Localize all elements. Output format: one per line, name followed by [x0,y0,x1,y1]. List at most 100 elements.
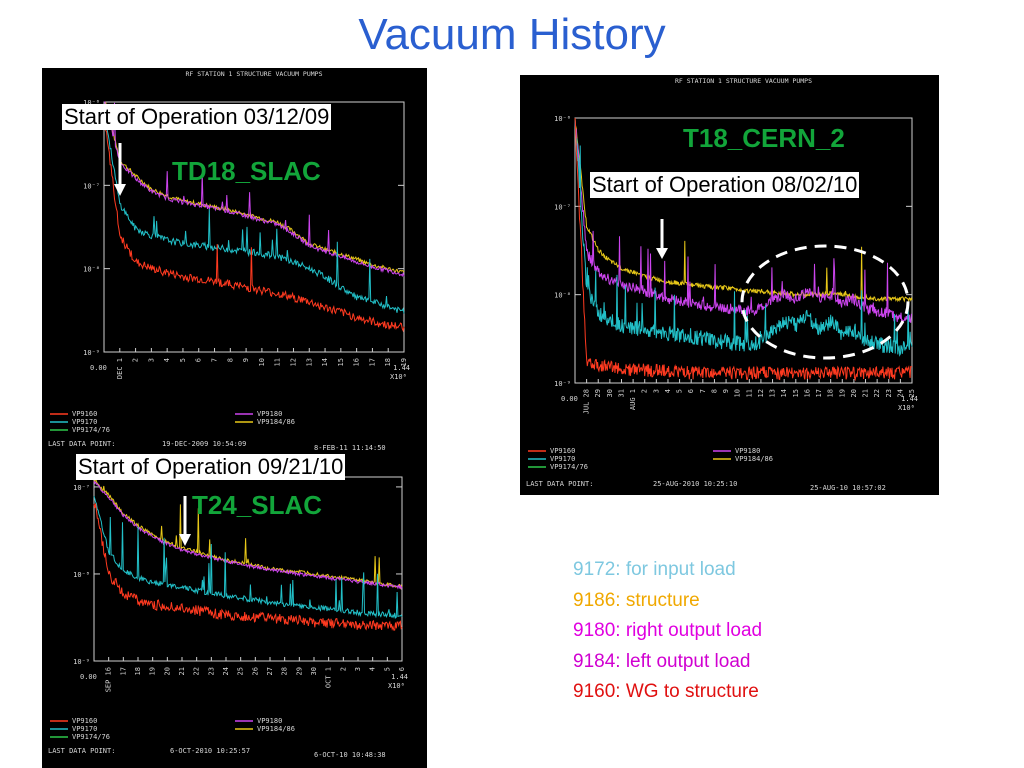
td18-xlabel-14: 14 [321,358,329,366]
t18-legend-label-4: VP9184/86 [735,455,773,463]
td18-legend-label-4: VP9184/86 [257,418,295,426]
t18-xlabel-5: AUG 1 [629,389,637,410]
t24-legend-label-4: VP9184/86 [257,725,295,733]
t18-xlabel-20: 16 [803,389,811,397]
td18-legend-label-2: VP9174/76 [72,426,110,434]
td18-xlabel-1: DEC 1 [116,358,124,379]
vacuum-plot-t24-slac: 10⁻⁷10⁻⁸10⁻⁹0.00 SEP 16 17 18 19 20 21 22 23 24 25… [48,476,408,759]
t18-xlabel-12: 8 [710,389,718,393]
t18-xlabel-16: 12 [757,389,765,397]
t24-last-point-label: LAST DATA POINT: [48,747,115,755]
vacuum-plot-td18-slac: RF STATION 1 STRUCTURE VACUUM PUMPS 10⁻⁶ 1… [48,70,410,452]
t18-xlabel-24: 20 [850,389,858,397]
t24-xscale: 1.44 [391,673,408,681]
chart-panel-t24-slac: 10⁻⁷ 10⁻⁸ 10⁻⁹ 0.00 SEP 16 17 18 19 20 21 22 23 24 25… [42,455,427,768]
t24-xlabel-2: 17 [119,667,127,675]
td18-legend-label-3: VP9180 [257,410,282,418]
t24-legend-label-3: VP9180 [257,717,282,725]
t24-series-VP9160 [93,503,403,631]
td18-ylabel-2: 10⁻⁸ [83,266,100,274]
t24-legend-label-0: VP9160 [72,717,97,725]
t24-last-point-time: 6-OCT-2010 10:25:57 [170,747,250,755]
t24-xlabel-3: 18 [134,667,142,675]
td18-xlabel-0: 0.00 [90,364,107,372]
t18-series-VP9160 [574,117,913,382]
td18-xlabel-11: 11 [274,358,282,366]
t18-xlabel-14: 10 [734,389,742,397]
td18-xlabel-7: 7 [211,358,219,362]
t18-legend-label-0: VP9160 [550,447,575,455]
td18-series-VP9160 [103,116,405,333]
t24-xlabel-20: 5 [383,667,391,671]
t24-xlabel-16: OCT 1 [325,667,333,688]
t24-legend-label-2: VP9174/76 [72,733,110,741]
t18-xlabel-18: 14 [780,389,788,397]
t18-ylabel-3: 10⁻⁹ [554,380,571,388]
t18-xlabel-1: JUL 28 [583,389,591,414]
td18-ylabel-1: 10⁻⁷ [83,182,100,190]
t18-legend-label-3: VP9180 [735,447,760,455]
key-item-9186: 9186: structure [573,589,700,611]
t18-xlabel-8: 4 [664,389,672,393]
t24-xscale-unit: X10⁶ [388,682,405,690]
td18-xlabel-6: 6 [195,358,203,362]
t18-xlabel-4: 31 [617,389,625,397]
key-item-9160: 9160: WG to structure [573,681,759,702]
start-operation-label-t24: Start of Operation 09/21/10 [76,454,346,480]
td18-last-point-label: LAST DATA POINT: [48,440,115,448]
td18-xlabel-17: 17 [368,358,376,366]
t24-xlabel-15: 30 [310,667,318,675]
t24-series-VP9180 [93,480,403,590]
td18-last-point-time: 19-DEC-2009 10:54:09 [162,440,246,448]
td18-xlabel-19: 19 [400,358,408,366]
td18-xlabel-16: 16 [353,358,361,366]
t18-ylabel-0: 10⁻⁶ [554,115,571,123]
t24-xlabel-10: 25 [237,667,245,675]
t18-xlabel-27: 23 [885,389,893,397]
td18-xlabel-8: 8 [226,358,234,362]
key-item-9184: 9184: left output load [573,650,751,672]
t18-last-point-time: 25-AUG-2010 10:25:10 [653,480,737,488]
pump-color-key: 9172: for input load 9186: structure 918… [573,555,762,708]
t24-print-time: 6-OCT-10 10:48:38 [314,751,386,759]
td18-xlabel-10: 10 [258,358,266,366]
t18-plot-title: RF STATION 1 STRUCTURE VACUUM PUMPS [675,77,812,85]
td18-xlabel-5: 5 [179,358,187,362]
t18-xlabel-0: 0.00 [561,395,578,403]
t24-xlabel-0: 0.00 [80,673,97,681]
t18-xlabel-17: 13 [769,389,777,397]
td18-legend-label-0: VP9160 [72,410,97,418]
t24-xlabel-12: 27 [266,667,274,675]
t18-plot-frame [574,117,913,384]
t18-xlabel-6: 2 [641,389,649,393]
t18-xlabel-3: 30 [606,389,614,397]
slide-title: Vacuum History [358,10,666,59]
td18-plot-title: RF STATION 1 STRUCTURE VACUUM PUMPS [186,70,323,78]
td18-xscale-unit: X10⁶ [390,373,407,381]
td18-xlabel-15: 15 [337,358,345,366]
structure-name-td18-slac: TD18_SLAC [172,156,321,186]
t18-xlabel-9: 5 [676,389,684,393]
t24-xlabel-17: 2 [339,667,347,671]
td18-xlabel-4: 4 [163,358,171,362]
t18-xlabel-26: 22 [873,389,881,397]
td18-group: RF STATION 1 STRUCTURE VACUUM PUMPS 10⁻⁶ 1… [48,70,410,452]
structure-name-t24-slac: T24_SLAC [192,490,323,520]
t18-ylabel-1: 10⁻⁷ [554,203,571,211]
t18-xscale-unit: X10⁶ [898,404,915,412]
td18-series-VP9170 [103,108,405,314]
t18-xlabel-19: 15 [792,389,800,397]
chart-panel-td18-slac: RF STATION 1 STRUCTURE VACUUM PUMPS 10⁻⁶ 1… [42,68,427,455]
t24-legend-label-1: VP9170 [72,725,97,733]
t24-xlabel-9: 24 [222,667,230,675]
t24-xlabel-18: 3 [354,667,362,671]
t24-xlabel-13: 28 [281,667,289,675]
t24-xlabel-19: 4 [369,667,377,671]
td18-series-VP918486 [104,101,405,274]
td18-xlabel-3: 3 [147,358,155,362]
structure-name-t18-cern-2: T18_CERN_2 [683,123,845,153]
t24-xlabel-5: 20 [163,667,171,675]
t24-xlabel-7: 22 [193,667,201,675]
start-operation-label-td18: Start of Operation 03/12/09 [62,104,332,130]
td18-legend-label-1: VP9170 [72,418,97,426]
